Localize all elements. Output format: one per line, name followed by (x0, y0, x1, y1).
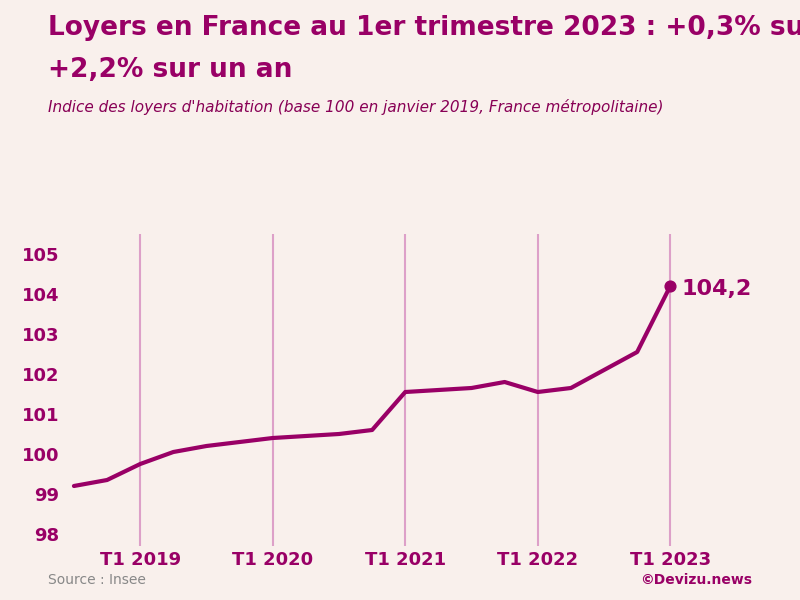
Text: Indice des loyers d'habitation (base 100 en janvier 2019, France métropolitaine): Indice des loyers d'habitation (base 100… (48, 99, 663, 115)
Point (664, 281, 677, 291)
Text: Source : Insee: Source : Insee (48, 573, 146, 587)
Text: ©Devizu.news: ©Devizu.news (640, 573, 752, 587)
Text: Loyers en France au 1er trimestre 2023 : +0,3% sur 3 mois et: Loyers en France au 1er trimestre 2023 :… (48, 15, 800, 41)
Text: +2,2% sur un an: +2,2% sur un an (48, 57, 292, 83)
Text: 104,2: 104,2 (682, 279, 752, 299)
